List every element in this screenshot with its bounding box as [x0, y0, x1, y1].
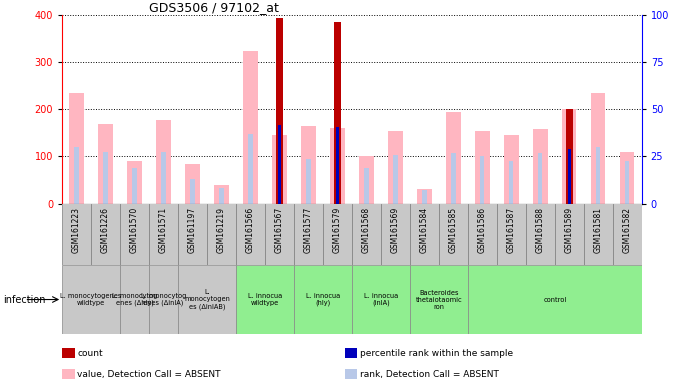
Text: L.
monocytogen
es (ΔinlAB): L. monocytogen es (ΔinlAB): [184, 289, 230, 310]
Bar: [533, 129, 548, 204]
Bar: [509, 161, 513, 204]
Text: GSM161223: GSM161223: [72, 207, 81, 253]
Text: L. monocytogenes
wildtype: L. monocytogenes wildtype: [61, 293, 121, 306]
Bar: [302, 126, 316, 204]
Text: GSM161584: GSM161584: [420, 207, 429, 253]
Bar: [504, 135, 519, 204]
Text: L. monocytog
enes (ΔinlA): L. monocytog enes (ΔinlA): [141, 293, 186, 306]
Bar: [451, 153, 455, 204]
Text: infection: infection: [3, 295, 46, 305]
Bar: [417, 189, 432, 204]
Bar: [566, 109, 573, 204]
Bar: [185, 164, 200, 204]
Text: GSM161587: GSM161587: [506, 207, 516, 253]
Bar: [294, 265, 352, 334]
Text: GSM161582: GSM161582: [622, 207, 632, 253]
Text: GSM161585: GSM161585: [448, 207, 458, 253]
Bar: [620, 152, 635, 204]
Bar: [128, 161, 142, 204]
Bar: [335, 127, 339, 204]
Bar: [468, 265, 642, 334]
Text: L. innocua
wildtype: L. innocua wildtype: [248, 293, 282, 306]
Text: count: count: [77, 349, 103, 358]
Text: GSM161579: GSM161579: [333, 207, 342, 253]
Text: GSM161569: GSM161569: [391, 207, 400, 253]
Text: GSM161197: GSM161197: [188, 207, 197, 253]
Text: GSM161581: GSM161581: [593, 207, 603, 253]
Text: GSM161586: GSM161586: [477, 207, 487, 253]
Text: GSM161219: GSM161219: [217, 207, 226, 253]
Bar: [178, 265, 236, 334]
Text: control: control: [543, 296, 566, 303]
Text: GSM161567: GSM161567: [275, 207, 284, 253]
Bar: [393, 155, 397, 204]
Bar: [334, 22, 341, 204]
Bar: [219, 188, 224, 204]
Bar: [244, 51, 258, 204]
Bar: [132, 168, 137, 204]
Bar: [69, 93, 84, 204]
Bar: [364, 168, 368, 204]
Text: GSM161577: GSM161577: [304, 207, 313, 253]
Bar: [422, 190, 426, 204]
Bar: [388, 131, 403, 204]
Bar: [567, 149, 571, 204]
Bar: [190, 179, 195, 204]
Bar: [161, 152, 166, 204]
Bar: [625, 161, 629, 204]
Text: GDS3506 / 97102_at: GDS3506 / 97102_at: [149, 1, 279, 14]
Bar: [596, 147, 600, 204]
Text: rank, Detection Call = ABSENT: rank, Detection Call = ABSENT: [360, 370, 499, 379]
Bar: [276, 18, 283, 204]
Bar: [104, 152, 108, 204]
Text: GSM161566: GSM161566: [246, 207, 255, 253]
Text: value, Detection Call = ABSENT: value, Detection Call = ABSENT: [77, 370, 221, 379]
Bar: [149, 265, 178, 334]
Bar: [562, 109, 577, 204]
Text: GSM161570: GSM161570: [130, 207, 139, 253]
Bar: [99, 124, 113, 204]
Bar: [120, 265, 149, 334]
Bar: [567, 149, 571, 204]
Bar: [359, 157, 374, 204]
Bar: [335, 126, 339, 204]
Text: GSM161571: GSM161571: [159, 207, 168, 253]
Text: GSM161589: GSM161589: [564, 207, 574, 253]
Text: L. innocua
(inlA): L. innocua (inlA): [364, 293, 398, 306]
Bar: [480, 157, 484, 204]
Bar: [273, 135, 287, 204]
Text: Bacteroides
thetaiotaomic
ron: Bacteroides thetaiotaomic ron: [415, 290, 462, 310]
Bar: [277, 125, 282, 204]
Bar: [538, 153, 542, 204]
Bar: [215, 185, 229, 204]
Bar: [475, 131, 490, 204]
Bar: [591, 93, 606, 204]
Text: L. monocytog
enes (Δhly): L. monocytog enes (Δhly): [112, 293, 157, 306]
Bar: [446, 112, 461, 204]
Bar: [75, 147, 79, 204]
Bar: [157, 120, 171, 204]
Text: GSM161588: GSM161588: [535, 207, 545, 253]
Bar: [331, 128, 345, 204]
Text: L. innocua
(hly): L. innocua (hly): [306, 293, 340, 306]
Bar: [352, 265, 410, 334]
Bar: [410, 265, 468, 334]
Text: GSM161568: GSM161568: [362, 207, 371, 253]
Bar: [248, 134, 253, 204]
Bar: [62, 265, 120, 334]
Bar: [306, 159, 310, 204]
Bar: [236, 265, 294, 334]
Text: percentile rank within the sample: percentile rank within the sample: [360, 349, 513, 358]
Text: GSM161226: GSM161226: [101, 207, 110, 253]
Bar: [277, 159, 282, 204]
